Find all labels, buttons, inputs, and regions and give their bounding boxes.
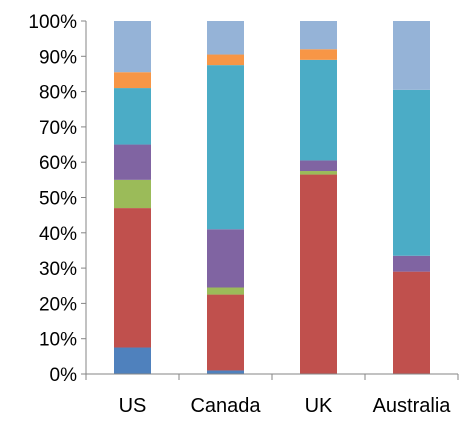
bar-segment-uk-6	[300, 49, 337, 60]
bar-segment-canada-3	[207, 287, 244, 295]
bar-segment-us-6	[114, 72, 151, 89]
y-tick-label: 40%	[39, 224, 77, 245]
bar-segment-uk-5	[300, 59, 337, 161]
bar-segment-australia-4	[393, 255, 430, 272]
x-category-label: UK	[305, 395, 333, 417]
bar-segment-us-5	[114, 88, 151, 145]
labels-layer: 0% 10% 20% 30% 40% 50% 60% 70% 80% 90% 100% US Canad…	[28, 12, 451, 417]
bar-segment-canada-6	[207, 54, 244, 66]
y-tick-label: 0%	[50, 365, 78, 386]
bar-segment-us-2	[114, 208, 151, 348]
y-tick-label: 50%	[39, 189, 77, 210]
bar-segment-australia-2	[393, 271, 430, 374]
bar-segment-uk-3	[300, 171, 337, 175]
bar-segment-canada-4	[207, 229, 244, 288]
bar-segment-canada-7	[207, 21, 244, 55]
y-tick-label: 20%	[39, 294, 77, 315]
axes-layer	[81, 20, 459, 380]
bar-segment-canada-2	[207, 294, 244, 371]
bar-segment-us-3	[114, 179, 151, 209]
y-tick-label: 80%	[39, 83, 77, 104]
bar-segment-canada-1	[207, 370, 244, 374]
bar-segment-uk-4	[300, 160, 337, 172]
x-category-label: Canada	[190, 395, 261, 417]
x-category-label: US	[119, 395, 147, 417]
y-tick-label: 60%	[39, 153, 77, 174]
bar-segment-uk-2	[300, 174, 337, 374]
y-tick-label: 90%	[39, 47, 77, 68]
bar-segment-us-7	[114, 21, 151, 73]
y-tick-label: 100%	[28, 12, 77, 33]
bar-segment-us-1	[114, 347, 151, 374]
bar-segment-uk-7	[300, 21, 337, 50]
bars-layer	[114, 21, 430, 374]
x-category-label: Australia	[373, 395, 452, 417]
y-tick-label: 70%	[39, 118, 77, 139]
bar-segment-australia-7	[393, 21, 430, 90]
bar-segment-australia-5	[393, 89, 430, 256]
y-tick-label: 10%	[39, 330, 77, 351]
bar-segment-us-4	[114, 144, 151, 180]
bar-segment-canada-5	[207, 65, 244, 230]
y-tick-label: 30%	[39, 259, 77, 280]
